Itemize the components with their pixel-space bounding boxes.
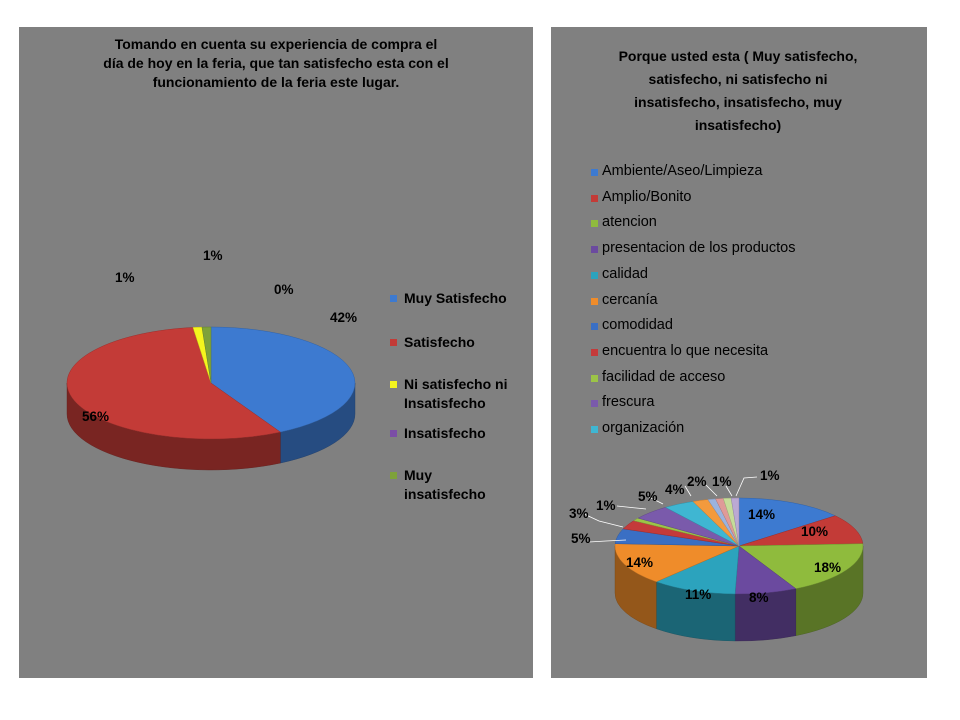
left-chart-panel: Tomando en cuenta su experiencia de comp…: [19, 27, 533, 678]
legend-swatch: [591, 426, 598, 433]
legend-swatch: [591, 400, 598, 408]
legend-label: organización: [602, 420, 685, 436]
legend-label: Amplio/Bonito: [602, 188, 692, 205]
pie-slice-ambiente-aseo-limpieza: [738, 497, 836, 547]
pie-slice-slice-15: [730, 497, 740, 547]
leader-line: [684, 485, 692, 497]
pie-slice-satisfecho: [66, 327, 281, 440]
pie-slice-muy-insatisfecho: [201, 326, 212, 384]
leader-line: [735, 476, 758, 497]
legend-label: Ambiente/Aseo/Limpieza: [602, 163, 763, 179]
legend-swatch: [591, 220, 598, 228]
right-pie-chart: [583, 476, 864, 642]
right-label-extra-1: 2%: [687, 474, 707, 489]
legend-label: comodidad: [602, 317, 673, 334]
legend-swatch: [591, 246, 598, 254]
right-label-extra-2: 1%: [712, 474, 732, 489]
legend-swatch: [390, 472, 397, 479]
left-label-muy-satisfecho: 42%: [330, 310, 358, 325]
pie-slices: [614, 497, 864, 595]
legend-label: frescura: [602, 394, 655, 411]
left-label-muy-insatisfecho: 1%: [203, 248, 223, 263]
legend-label: Muy insatisfecho: [404, 467, 486, 502]
right-label-comodidad: 5%: [571, 531, 591, 546]
legend-label: Ni satisfecho ni Insatisfecho: [404, 376, 508, 411]
legend-swatch: [591, 374, 598, 382]
right-label-facilidad: 1%: [596, 498, 616, 513]
legend-swatch: [591, 297, 598, 305]
legend-swatch: [591, 169, 598, 176]
right-label-atencion: 18%: [814, 560, 842, 575]
right-label-encuentra: 3%: [569, 506, 589, 521]
legend-swatch: [390, 430, 397, 437]
right-label-amplio: 10%: [801, 524, 829, 539]
right-label-ambiente: 14%: [748, 507, 776, 522]
pie-slice-amplio-bonito: [738, 515, 864, 547]
legend-swatch: [591, 194, 598, 202]
legend-label: encuentra lo que necesita: [602, 342, 769, 359]
pie-slices: [66, 326, 356, 440]
right-chart-title: Porque usted esta ( Muy satisfecho, sati…: [618, 48, 858, 133]
pie-slice-atencion: [738, 543, 864, 589]
right-label-cercania: 14%: [626, 555, 654, 570]
leader-line: [705, 484, 718, 497]
legend-swatch: [591, 271, 598, 279]
leader-line: [616, 505, 647, 510]
left-label-insatisfecho: 0%: [274, 282, 294, 297]
left-pie-chart: [66, 326, 356, 471]
right-label-frescura: 5%: [638, 489, 658, 504]
legend-swatch: [390, 295, 397, 302]
left-chart-title: Tomando en cuenta su experiencia de comp…: [103, 36, 449, 90]
pie-slice-calidad: [655, 545, 740, 595]
leader-line: [583, 513, 624, 528]
legend-label: cercanía: [602, 291, 658, 308]
right-label-organizacion: 4%: [665, 482, 685, 497]
pie-slice-cercan-a: [614, 543, 740, 583]
leader-lines: [583, 476, 758, 543]
right-label-extra-3: 1%: [760, 468, 780, 483]
legend-swatch: [390, 381, 397, 388]
legend-label: presentacion de los productos: [602, 240, 796, 257]
legend-label: Muy Satisfecho: [404, 290, 507, 306]
legend-label: facilidad de acceso: [602, 368, 726, 385]
legend-label: Insatisfecho: [404, 425, 486, 441]
legend-label: atencion: [602, 214, 657, 231]
left-label-ni-satisfecho: 1%: [115, 270, 135, 285]
leader-line: [588, 539, 627, 543]
pie-slice-muy-satisfecho: [210, 326, 356, 433]
leader-line: [648, 496, 664, 505]
right-label-presentacion: 8%: [749, 590, 769, 605]
right-chart-panel: Porque usted esta ( Muy satisfecho, sati…: [551, 27, 927, 678]
leader-line: [725, 485, 733, 497]
pie-sides: [614, 545, 864, 642]
right-label-calidad: 11%: [685, 587, 712, 602]
legend-swatch: [591, 323, 598, 331]
left-label-satisfecho: 56%: [82, 409, 110, 424]
legend-label: Satisfecho: [404, 334, 475, 350]
legend-swatch: [390, 339, 397, 346]
legend-label: calidad: [602, 265, 648, 282]
legend-swatch: [591, 348, 598, 356]
